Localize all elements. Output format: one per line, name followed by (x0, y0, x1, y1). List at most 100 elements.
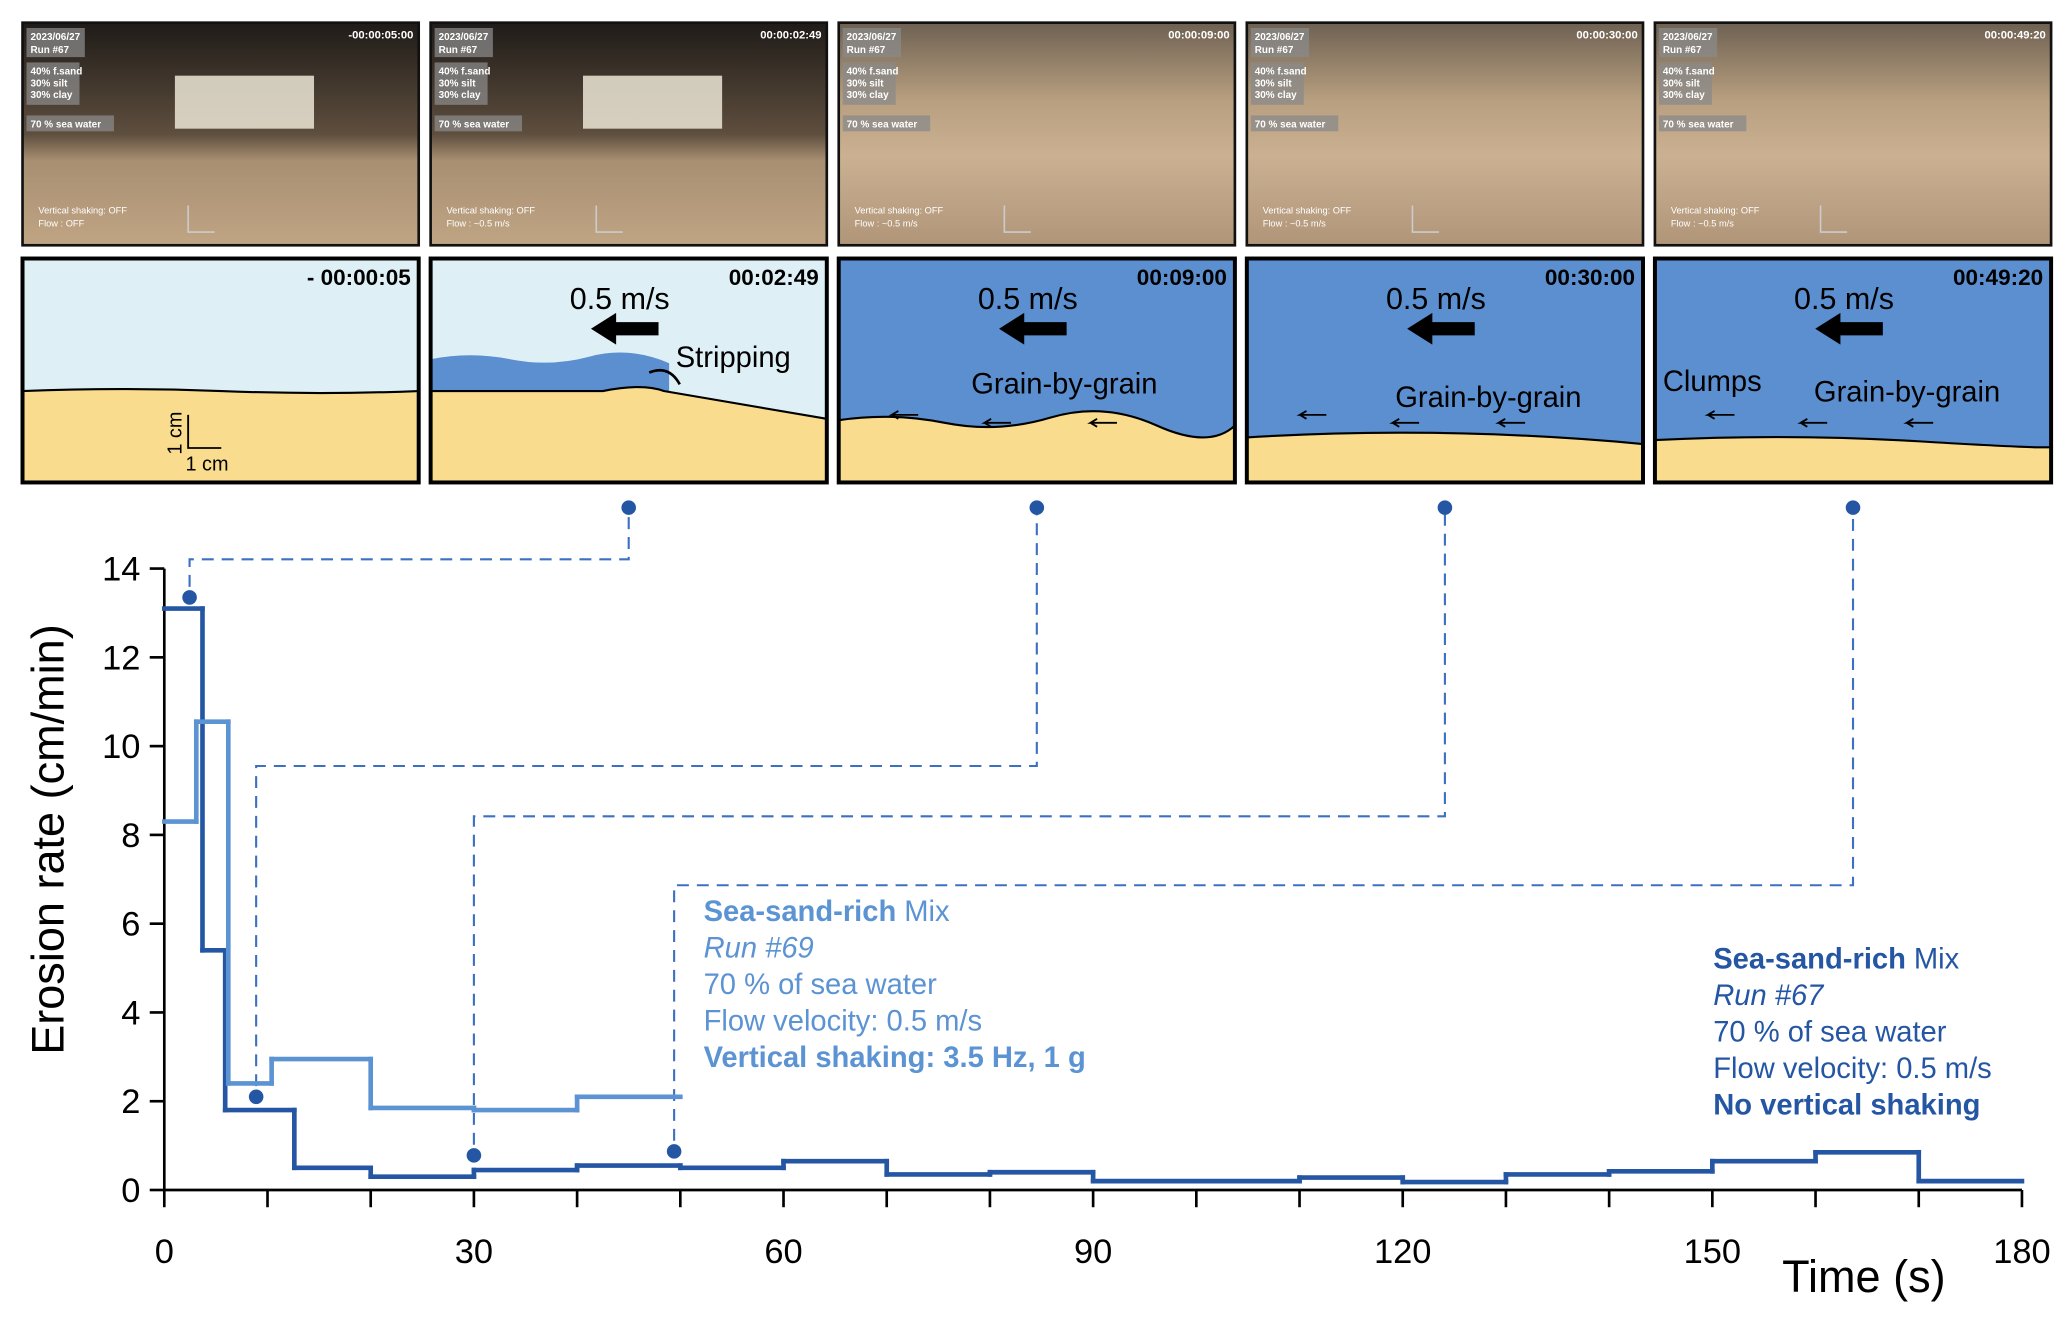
text-box (1250, 115, 1339, 132)
x-tick-label: 60 (764, 1233, 802, 1271)
x-tick-label: 150 (1684, 1233, 1741, 1271)
text-box (842, 115, 931, 132)
speed-label: 0.5 m/s (1386, 282, 1486, 316)
photo-text: 30% clay (847, 90, 889, 101)
photo-text: 2023/06/27 (439, 32, 489, 43)
strip-arrow (648, 368, 681, 386)
panel-marker (1845, 500, 1861, 515)
photo-text: 2023/06/27 (1663, 32, 1713, 43)
photo-text: 2023/06/27 (1255, 32, 1305, 43)
photo-text: 30% clay (1663, 90, 1705, 101)
panel-border (836, 256, 1237, 485)
legend-shaking: No vertical shaking (1713, 1089, 1980, 1121)
legend-detail: 70 % of sea water (1713, 1017, 1947, 1049)
photo-text: 2023/06/27 (30, 32, 80, 43)
grain-arrow (981, 418, 1011, 428)
photo-text: Run #67 (1255, 45, 1294, 56)
photo-text: Run #67 (30, 45, 69, 56)
sand (430, 387, 827, 483)
panel-border (428, 256, 829, 485)
speed-label: 0.5 m/s (570, 282, 670, 316)
photo-text: 00:00:30:00 (1576, 30, 1637, 42)
photo-text: 40% f.sand (1255, 66, 1307, 77)
photo-text: 40% f.sand (30, 66, 82, 77)
flow-arrow (1407, 312, 1475, 345)
y-tick-label: 8 (121, 817, 140, 855)
text-box (1250, 62, 1304, 105)
panel-border (20, 256, 421, 485)
photo-text: 40% f.sand (439, 66, 491, 77)
x-tick-label: 30 (455, 1233, 493, 1271)
legend-mix-bold: Sea-sand-rich (704, 896, 897, 928)
y-tick-label: 0 (121, 1172, 140, 1210)
photo-text: Flow : OFF (38, 219, 84, 229)
photo-text: 30% silt (439, 78, 477, 89)
text-box (26, 115, 114, 132)
grain-arrow (1797, 418, 1828, 428)
photo-text: Flow : ~0.5 m/s (1263, 219, 1326, 229)
connector (255, 507, 1038, 1087)
time-label: 00:09:00 (1137, 265, 1227, 290)
y-tick-label: 14 (102, 551, 140, 589)
x-tick-label: 120 (1374, 1233, 1431, 1271)
schematic: - 00:00:05 1 cm1 cm (20, 256, 421, 485)
panel-border (1244, 256, 1645, 485)
legend-mix-bold: Sea-sand-rich (1713, 944, 1906, 976)
process-label: Grain-by-grain (1395, 382, 1581, 414)
scale-bar (187, 414, 222, 449)
scale-label: 1 cm (186, 454, 229, 476)
photo-text: 00:00:49:20 (1985, 30, 2046, 42)
x-tick-label: 90 (1074, 1233, 1112, 1271)
speed-label: 0.5 m/s (978, 282, 1078, 316)
grain-arrow (1087, 418, 1117, 428)
text-box (1658, 115, 1747, 132)
surface-line (22, 387, 419, 395)
water-layer (430, 352, 670, 392)
panel-marker (1437, 500, 1453, 515)
legend-detail: Flow velocity: 0.5 m/s (704, 1005, 983, 1037)
sand (838, 411, 1235, 483)
photo-bg (21, 21, 421, 247)
data-point (466, 1148, 482, 1163)
text-box (434, 62, 488, 105)
photo-bg (1245, 21, 1645, 247)
legend-mix: Mix (904, 896, 950, 928)
legend-detail: 70 % of sea water (704, 969, 938, 1001)
flow-arrow (590, 312, 659, 345)
surface-line (1654, 435, 2053, 449)
photo-text: 30% clay (30, 90, 72, 101)
flow-arrow (1815, 312, 1883, 345)
flow-arrow (999, 312, 1067, 345)
photo-text: 40% f.sand (1663, 66, 1715, 77)
panel-marker (621, 500, 636, 515)
legend-run: Run #69 (704, 932, 814, 964)
y-axis-label: Erosion rate (cm/min) (23, 624, 74, 1055)
legend-title: Sea-sand-rich Mix (1713, 944, 1959, 976)
photo-bg (429, 21, 829, 247)
photo-text: 70 % sea water (439, 119, 510, 130)
data-point (182, 590, 197, 605)
photo-text: 30% silt (847, 78, 885, 89)
text-box (26, 62, 80, 105)
time-label: 00:49:20 (1953, 265, 2043, 290)
text-box (1250, 27, 1310, 58)
grain-arrow (1389, 418, 1420, 428)
sand (1246, 432, 1643, 483)
text-box (434, 27, 493, 58)
photo-text: Flow : ~0.5 m/s (1671, 219, 1734, 229)
photo-text: 40% f.sand (847, 66, 899, 77)
photo-text: 70 % sea water (1255, 119, 1326, 130)
text-box (842, 62, 896, 105)
photo-text: 70 % sea water (847, 119, 918, 130)
time-label: 00:30:00 (1545, 265, 1635, 290)
connector (472, 507, 1446, 1145)
photo-text: 00:00:02:49 (760, 30, 821, 42)
process-label: Stripping (676, 342, 791, 374)
legend-detail: Flow velocity: 0.5 m/s (1713, 1053, 1992, 1085)
label-card (174, 75, 315, 129)
